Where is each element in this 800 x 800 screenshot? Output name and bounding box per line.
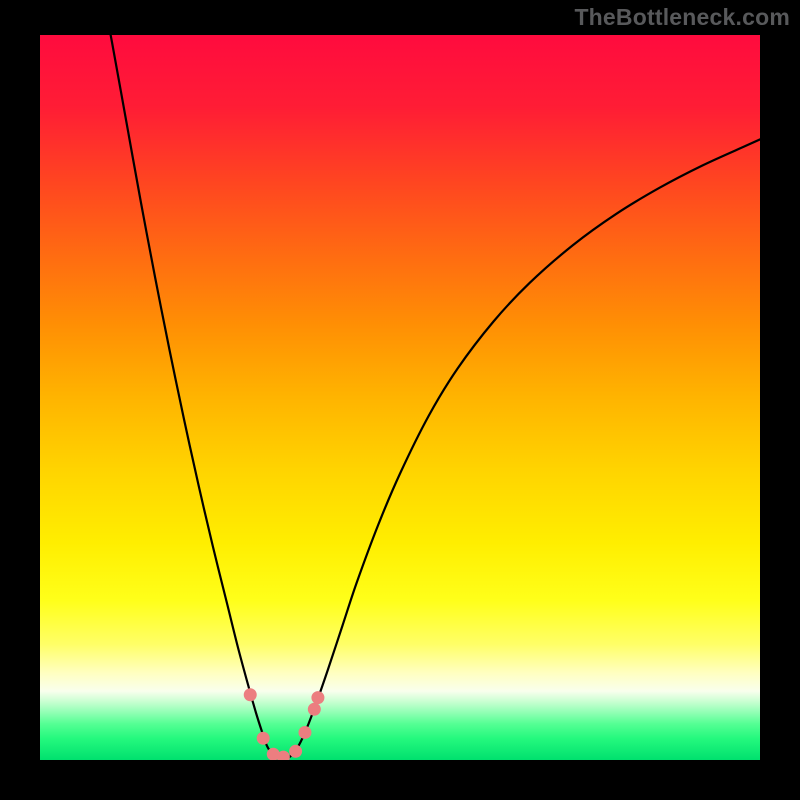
curve-node (308, 703, 320, 715)
curve-node (290, 745, 302, 757)
curve-node (244, 689, 256, 701)
chart-frame: TheBottleneck.com (0, 0, 800, 800)
curve-node (299, 726, 311, 738)
curve-node (257, 732, 269, 744)
bottleneck-curve (105, 6, 760, 759)
chart-overlay (0, 0, 800, 800)
curve-node (277, 751, 289, 763)
watermark-label: TheBottleneck.com (574, 4, 790, 31)
curve-node (312, 692, 324, 704)
